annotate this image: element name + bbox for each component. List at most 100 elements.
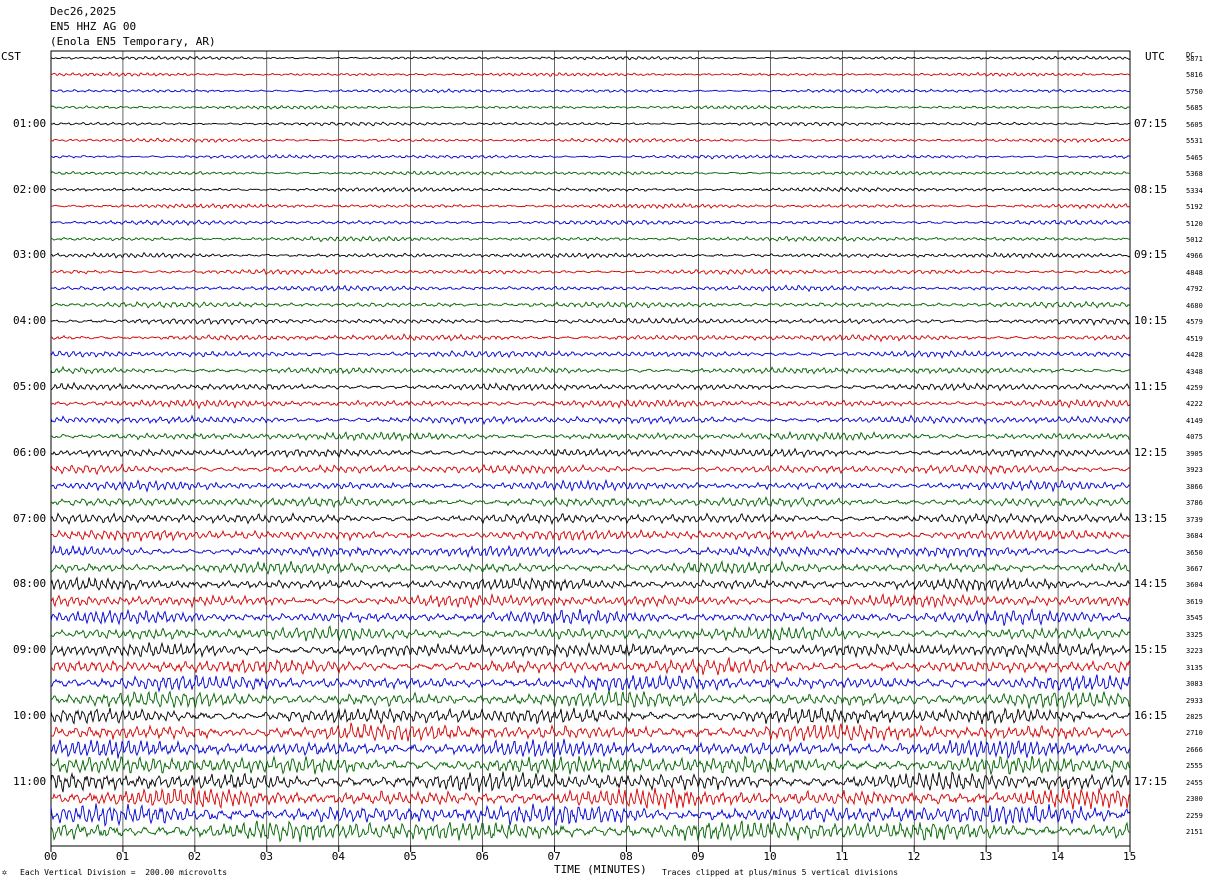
x-tick-label: 14 — [1051, 850, 1065, 863]
dc-offset-label: 3083 — [1186, 680, 1203, 689]
plot-frame — [50, 50, 1131, 847]
seismic-trace — [51, 478, 1131, 493]
cst-hour-label: 01:00 — [13, 116, 47, 130]
x-tick-label: 12 — [907, 850, 921, 863]
plot-channel: EN5 HHZ AG 00 — [50, 20, 137, 33]
dc-offset-label: 4792 — [1186, 285, 1203, 294]
cst-hour-label: 05:00 — [13, 380, 47, 393]
utc-hour-label: 12:15 — [1134, 445, 1168, 459]
dc-offset-label: 2825 — [1186, 713, 1203, 721]
seismic-trace — [51, 251, 1131, 260]
seismic-trace — [50, 186, 1131, 193]
seismic-trace — [50, 235, 1131, 243]
dc-offset-label: 2710 — [1186, 729, 1203, 738]
utc-hour-label: 08:15 — [1134, 182, 1168, 196]
dc-offset-label: 2555 — [1186, 762, 1203, 771]
dc-offset-label: 3866 — [1186, 482, 1203, 491]
seismic-trace — [50, 219, 1131, 226]
seismic-trace — [50, 333, 1131, 343]
dc-offset-label: 5750 — [1186, 87, 1203, 96]
dc-offset-label: 5012 — [1186, 235, 1203, 244]
dc-offset-label: 3325 — [1186, 630, 1203, 639]
seismic-trace — [50, 365, 1131, 375]
seismic-trace — [50, 121, 1131, 127]
dc-offset-label: 3684 — [1186, 532, 1203, 541]
dc-offset-label: 2933 — [1186, 696, 1203, 705]
x-tick-label: 00 — [44, 850, 58, 863]
utc-hour-label: 13:15 — [1134, 511, 1168, 525]
x-tick-label: 07 — [547, 850, 561, 863]
cst-hour-label: 06:00 — [13, 445, 47, 459]
dc-offset-label: 4149 — [1186, 416, 1203, 425]
dc-offset-label: 3739 — [1186, 515, 1203, 524]
cst-hour-label: 03:00 — [13, 248, 47, 262]
seismic-trace — [50, 592, 1131, 609]
x-tick-label: 11 — [835, 850, 849, 863]
seismic-trace — [51, 202, 1131, 210]
seismic-trace — [50, 820, 1131, 843]
dc-offset-label: 4348 — [1186, 367, 1203, 376]
dc-offset-label: 3223 — [1186, 647, 1203, 656]
seismic-trace — [50, 544, 1131, 559]
seismic-trace — [50, 88, 1131, 94]
dc-offset-label: 5871 — [1186, 55, 1203, 63]
seismic-trace — [50, 690, 1131, 710]
dc-offset-label: 5605 — [1186, 120, 1203, 129]
x-tick-label: 01 — [115, 850, 130, 863]
x-tick-label: 05 — [403, 850, 417, 863]
cst-hour-label: 10:00 — [13, 709, 47, 722]
x-axis-title: TIME (MINUTES) — [554, 863, 647, 876]
clip-note: Traces clipped at plus/minus 5 vertical … — [662, 868, 899, 877]
cst-hour-label: 04:00 — [13, 314, 47, 328]
dc-offset-label: 2300 — [1186, 795, 1203, 804]
dc-offset-label: 5465 — [1186, 153, 1203, 162]
utc-hour-label: 15:15 — [1134, 643, 1168, 657]
seismic-trace — [50, 414, 1131, 426]
dc-offset-label: 3604 — [1186, 581, 1203, 590]
dc-offset-label: 5120 — [1186, 219, 1203, 228]
x-tick-label: 09 — [691, 850, 705, 863]
right-axis-label: UTC — [1145, 50, 1165, 63]
dc-offset-label: 2455 — [1186, 778, 1203, 787]
dc-offset-label: 3650 — [1186, 548, 1203, 557]
dc-offset-label: 3135 — [1186, 663, 1203, 672]
seismic-trace — [50, 674, 1131, 693]
utc-hour-label: 09:15 — [1134, 248, 1168, 262]
dc-offset-label: 4075 — [1186, 433, 1203, 442]
dc-offset-label: 5685 — [1186, 104, 1203, 113]
dc-offset-label: 3923 — [1186, 466, 1203, 475]
utc-hour-label: 07:15 — [1134, 116, 1168, 130]
seismic-trace — [50, 722, 1131, 743]
seismic-trace — [50, 738, 1131, 760]
seismic-trace — [50, 268, 1131, 276]
seismic-trace — [50, 607, 1131, 626]
scale-note: Each Vertical Division = 200.00 microvol… — [20, 868, 228, 877]
corner-mark-icon: ✡ — [2, 868, 7, 877]
dc-offset-label: 3545 — [1186, 614, 1203, 623]
seismic-trace — [50, 349, 1131, 360]
seismic-trace — [50, 625, 1131, 642]
utc-hour-label: 17:15 — [1134, 774, 1168, 788]
left-axis-label: CST — [1, 50, 21, 63]
seismic-trace — [50, 447, 1131, 459]
plot-date: Dec26,2025 — [50, 5, 117, 18]
plot-station: (Enola EN5 Temporary, AR) — [50, 35, 216, 48]
utc-hour-label: 16:15 — [1134, 709, 1168, 722]
seismic-trace — [50, 463, 1131, 476]
dc-offset-label: 4848 — [1186, 268, 1203, 277]
dc-label: DC — [1186, 51, 1195, 59]
dc-offset-label: 4519 — [1186, 334, 1203, 343]
dc-offset-label: 4259 — [1186, 384, 1203, 392]
seismic-trace — [50, 528, 1131, 543]
dc-offset-label: 2259 — [1186, 811, 1203, 820]
seismic-trace — [50, 656, 1131, 676]
dc-offset-label: 2666 — [1186, 745, 1203, 754]
x-tick-label: 13 — [979, 850, 993, 863]
x-tick-label: 10 — [763, 850, 777, 863]
dc-offset-label: 5816 — [1186, 71, 1203, 80]
cst-hour-label: 02:00 — [13, 182, 47, 196]
dc-offset-label: 5368 — [1186, 170, 1203, 179]
x-tick-label: 08 — [619, 850, 633, 863]
cst-hour-label: 11:00 — [13, 774, 47, 788]
